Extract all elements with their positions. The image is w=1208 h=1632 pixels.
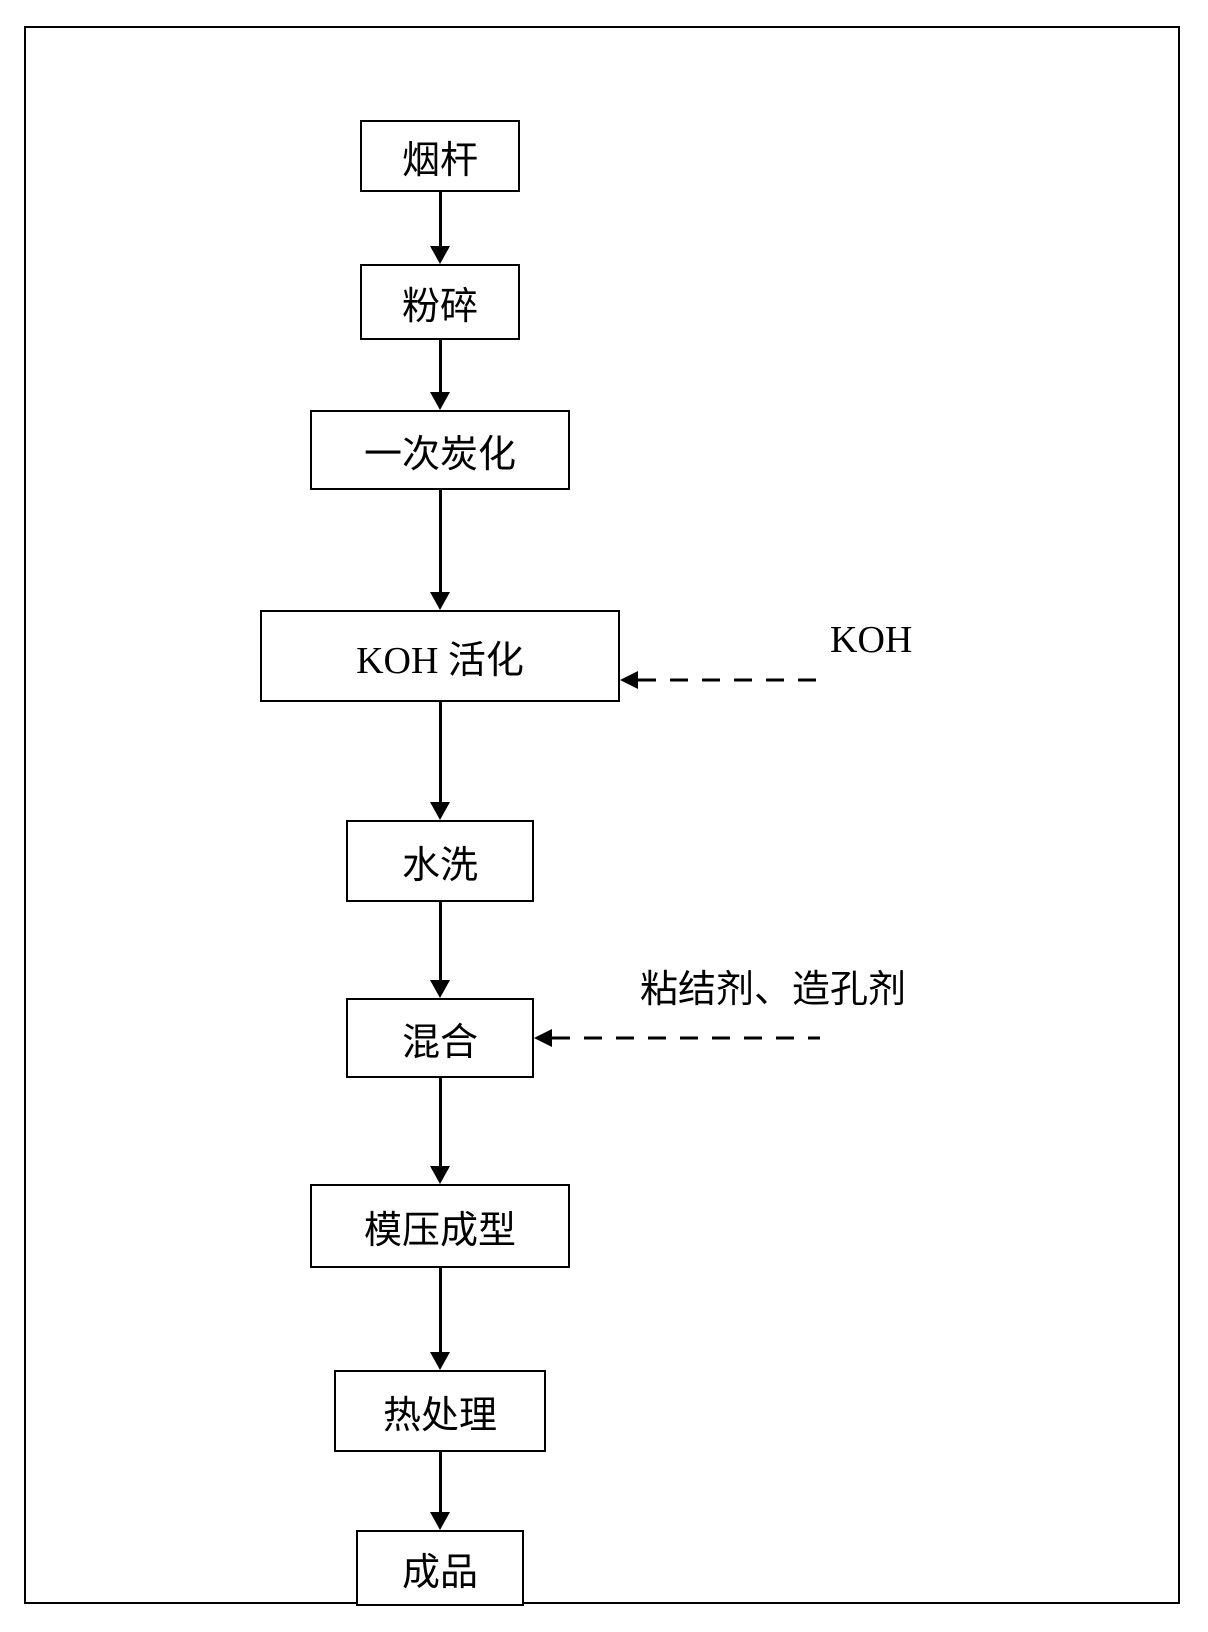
side-label-text: 粘结剂、造孔剂	[640, 969, 906, 1011]
side-input-koh-label: KOH	[830, 618, 912, 662]
node-carbonize: 一次炭化	[310, 410, 570, 490]
side-input-binder-arrow	[514, 1023, 840, 1053]
side-label-text: KOH	[830, 619, 912, 661]
node-label: 粉碎	[402, 275, 478, 330]
node-crush: 粉碎	[360, 264, 520, 340]
node-label: 混合	[402, 1011, 478, 1066]
outer-frame	[24, 26, 1180, 1604]
node-wash: 水洗	[346, 820, 534, 902]
node-mold: 模压成型	[310, 1184, 570, 1268]
node-raw-material: 烟杆	[360, 120, 520, 192]
node-label: 一次炭化	[364, 423, 516, 478]
side-input-binder-label: 粘结剂、造孔剂	[640, 958, 906, 1013]
node-koh-activate: KOH 活化	[260, 610, 620, 702]
node-mix: 混合	[346, 998, 534, 1078]
node-label: KOH 活化	[356, 629, 524, 684]
node-label: 烟杆	[402, 129, 478, 184]
node-heat-treat: 热处理	[334, 1370, 546, 1452]
node-label: 模压成型	[364, 1199, 516, 1254]
node-label: 成品	[402, 1541, 478, 1596]
node-label: 热处理	[383, 1384, 497, 1439]
side-input-koh-arrow	[600, 665, 840, 695]
node-label: 水洗	[402, 834, 478, 889]
node-product: 成品	[356, 1530, 524, 1606]
